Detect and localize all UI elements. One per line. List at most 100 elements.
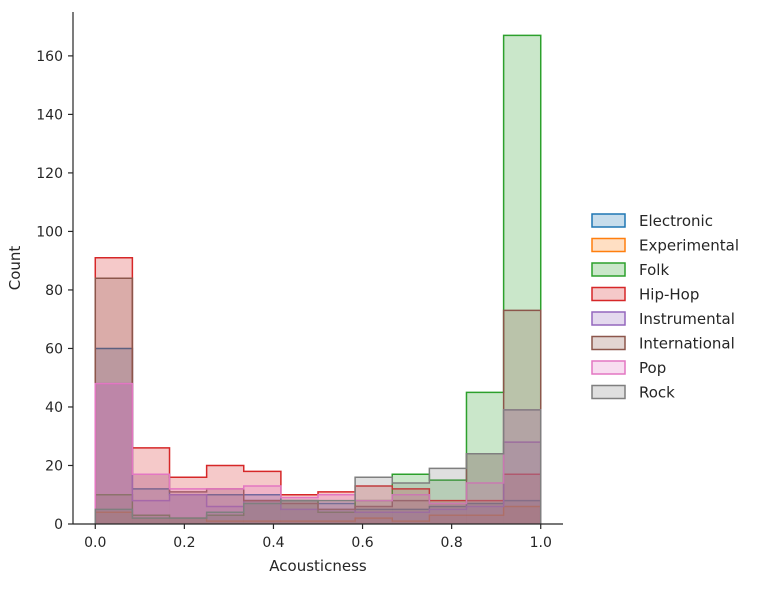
series-pop <box>94 382 542 524</box>
bar-hip-hop-7 <box>355 485 393 524</box>
bar-international-4 <box>243 500 281 524</box>
x-tick-label: 1.0 <box>530 535 552 551</box>
y-tick-label: 80 <box>45 283 63 299</box>
bar-instrumental-3 <box>206 506 244 524</box>
bar-international-3 <box>206 488 244 524</box>
bar-folk-1 <box>132 515 170 524</box>
bar-pop-10 <box>466 483 504 524</box>
bar-hip-hop-3 <box>206 465 244 524</box>
bar-instrumental-5 <box>280 509 318 524</box>
bar-pop-0 <box>95 383 133 524</box>
legend-label: Experimental <box>639 237 739 255</box>
y-tick-label: 160 <box>36 49 63 65</box>
bar-hip-hop-0 <box>95 257 133 524</box>
legend-label: Instrumental <box>639 310 735 328</box>
bars-layer <box>94 34 542 525</box>
bar-hip-hop-11 <box>503 474 541 524</box>
legend-label: Electronic <box>639 212 713 230</box>
y-tick-label: 140 <box>36 107 63 123</box>
bar-folk-10 <box>466 392 504 524</box>
legend-swatch <box>591 360 626 375</box>
legend-swatch <box>591 286 626 302</box>
series-rock <box>94 409 542 524</box>
bar-hip-hop-6 <box>318 491 356 524</box>
bar-instrumental-7 <box>355 512 393 524</box>
step-outline-folk <box>94 34 542 524</box>
axes-layer <box>72 12 563 525</box>
bar-rock-6 <box>318 500 356 524</box>
bar-experimental-2 <box>169 518 207 524</box>
bar-rock-10 <box>466 453 504 524</box>
legend-swatch <box>591 335 626 351</box>
legend-swatch <box>591 262 626 277</box>
legend-swatch <box>591 311 626 326</box>
bar-international-11 <box>503 310 541 524</box>
series-international <box>94 277 542 524</box>
legend-item-experimental: Experimental <box>591 237 739 255</box>
legend-swatch <box>591 384 626 400</box>
bar-folk-2 <box>169 518 207 524</box>
bar-instrumental-6 <box>318 509 356 524</box>
bar-rock-5 <box>280 500 318 524</box>
bar-international-9 <box>429 503 467 524</box>
bar-pop-3 <box>206 488 244 524</box>
y-tick-label: 0 <box>54 517 63 533</box>
bar-international-6 <box>318 509 356 524</box>
series-hip-hop <box>94 257 542 524</box>
legend-item-hip-hop: Hip-Hop <box>591 286 699 304</box>
bar-hip-hop-2 <box>169 477 207 524</box>
y-tick-label: 60 <box>45 341 63 357</box>
bar-pop-11 <box>503 409 541 524</box>
x-tick-label: 0.0 <box>84 535 106 551</box>
y-tick-label: 120 <box>36 166 63 182</box>
bar-electronic-3 <box>206 494 244 524</box>
bar-experimental-9 <box>429 515 467 524</box>
legend-swatch <box>591 237 626 253</box>
bar-folk-3 <box>206 515 244 524</box>
bar-experimental-5 <box>280 521 318 524</box>
bar-international-10 <box>466 453 504 524</box>
bar-rock-0 <box>95 509 133 524</box>
legend-label: Rock <box>639 384 675 402</box>
bar-instrumental-10 <box>466 506 504 524</box>
ticks-layer: 0.0 0.2 0.4 0.6 0.8 1.0 0 20 40 60 80 100 120 140 160 <box>36 49 552 551</box>
legend-item-pop: Pop <box>591 359 666 377</box>
legend-item-electronic: Electronic <box>591 212 713 230</box>
legend-item-rock: Rock <box>591 384 675 402</box>
x-axis-label: Acousticness <box>269 557 367 575</box>
bar-instrumental-0 <box>95 383 133 524</box>
y-tick-label: 100 <box>36 224 63 240</box>
bar-rock-3 <box>206 512 244 524</box>
bar-electronic-10 <box>466 503 504 524</box>
legend-label: Folk <box>639 261 669 279</box>
bar-rock-4 <box>243 503 281 524</box>
bar-electronic-5 <box>280 500 318 524</box>
step-outline-instrumental <box>94 382 542 524</box>
x-tick-label: 0.4 <box>262 535 284 551</box>
bar-pop-7 <box>355 500 393 524</box>
bar-hip-hop-9 <box>429 500 467 524</box>
bar-instrumental-9 <box>429 509 467 524</box>
bar-pop-9 <box>429 503 467 524</box>
bar-international-8 <box>392 500 430 524</box>
bar-pop-5 <box>280 497 318 524</box>
bar-instrumental-8 <box>392 512 430 524</box>
bar-folk-9 <box>429 480 467 524</box>
step-outline-rock <box>94 409 542 524</box>
bar-experimental-6 <box>318 521 356 524</box>
bar-instrumental-4 <box>243 500 281 524</box>
y-tick-label: 40 <box>45 400 63 416</box>
bar-experimental-4 <box>243 521 281 524</box>
series-experimental <box>94 505 542 524</box>
bar-experimental-0 <box>95 512 133 524</box>
legend-label: Hip-Hop <box>639 286 699 304</box>
x-tick-label: 0.6 <box>351 535 373 551</box>
bar-experimental-11 <box>503 506 541 524</box>
legend: Electronic Experimental Folk Hip-Hop Instrum… <box>591 212 739 402</box>
step-outline-pop <box>94 382 542 524</box>
bar-folk-5 <box>280 500 318 524</box>
bar-experimental-8 <box>392 521 430 524</box>
bar-folk-4 <box>243 500 281 524</box>
y-axis-label: Count <box>6 246 24 291</box>
